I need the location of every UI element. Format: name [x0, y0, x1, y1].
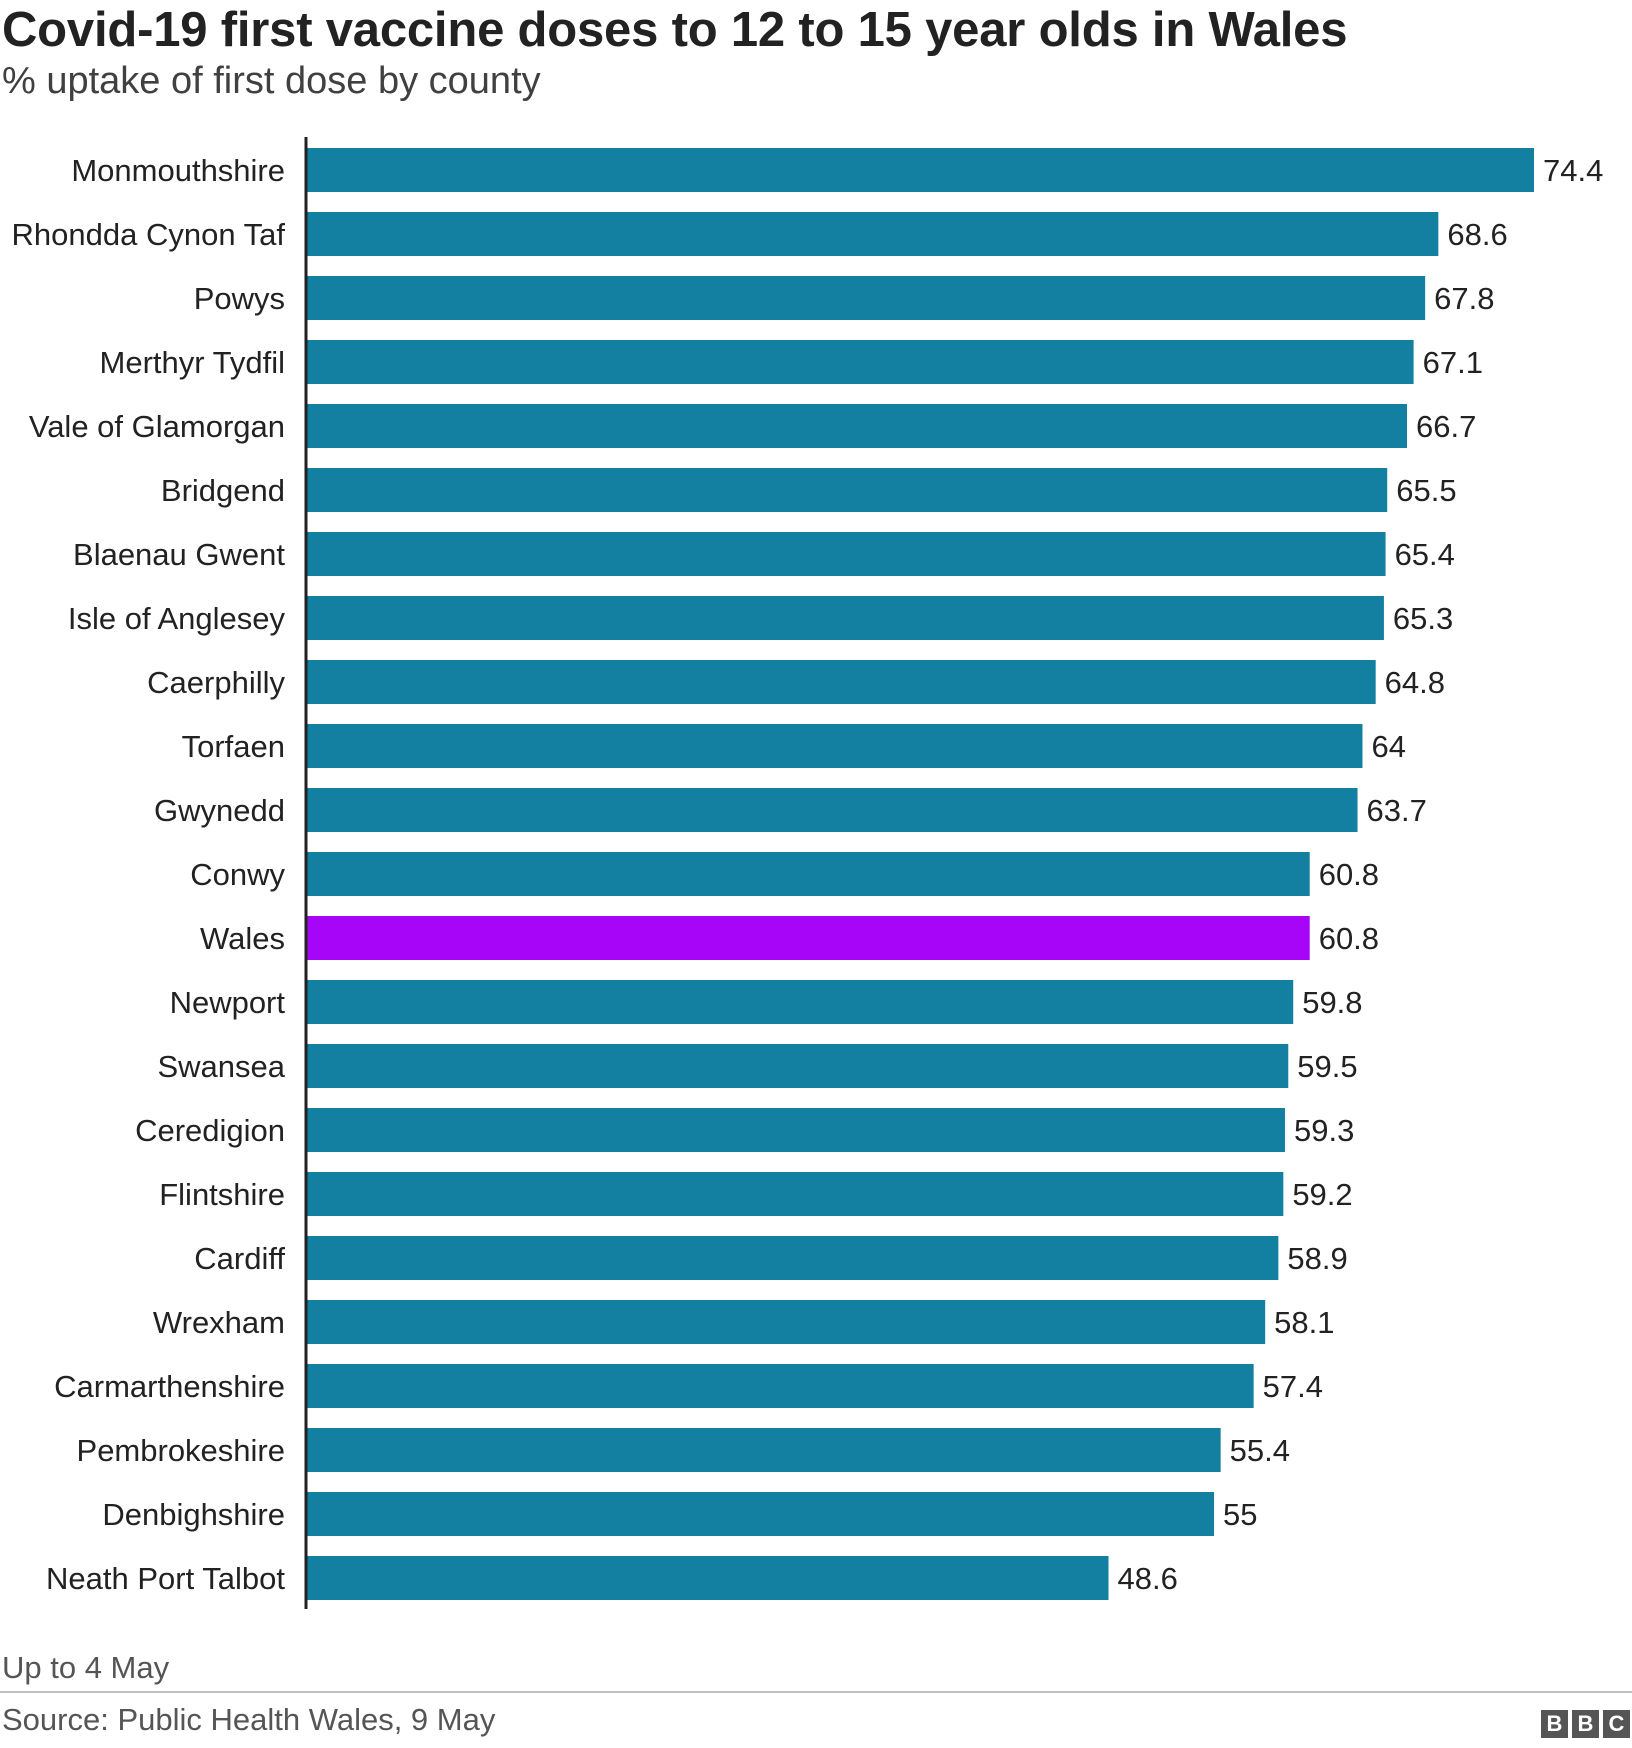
category-label-swansea: Swansea [157, 1049, 285, 1084]
value-label-wrexham: 58.1 [1274, 1305, 1334, 1340]
category-label-flintshire: Flintshire [159, 1177, 285, 1212]
value-label-blaenau-gwent: 65.4 [1395, 537, 1455, 572]
category-label-cardiff: Cardiff [194, 1241, 285, 1276]
bar-conwy [307, 852, 1310, 896]
bar-pembrokeshire [307, 1428, 1221, 1472]
bar-vale-of-glamorgan [307, 404, 1408, 448]
category-label-gwynedd: Gwynedd [154, 793, 285, 828]
value-label-torfaen: 64 [1371, 729, 1405, 764]
bar-carmarthenshire [307, 1364, 1254, 1408]
category-label-rhondda-cynon-taf: Rhondda Cynon Taf [12, 217, 286, 252]
value-label-flintshire: 59.2 [1292, 1177, 1352, 1212]
footer-divider [0, 1691, 1632, 1693]
category-label-isle-of-anglesey: Isle of Anglesey [68, 601, 286, 636]
category-label-neath-port-talbot: Neath Port Talbot [46, 1561, 285, 1596]
source-text: Source: Public Health Wales, 9 May [2, 1702, 496, 1737]
value-label-rhondda-cynon-taf: 68.6 [1447, 217, 1507, 252]
value-label-vale-of-glamorgan: 66.7 [1416, 409, 1476, 444]
category-label-monmouthshire: Monmouthshire [71, 153, 285, 188]
bar-monmouthshire [307, 148, 1534, 192]
bar-isle-of-anglesey [307, 596, 1384, 640]
bar-torfaen [307, 724, 1363, 768]
value-label-caerphilly: 64.8 [1385, 665, 1445, 700]
category-label-carmarthenshire: Carmarthenshire [54, 1369, 285, 1404]
category-label-caerphilly: Caerphilly [147, 665, 285, 700]
chart-title: Covid-19 first vaccine doses to 12 to 15… [2, 3, 1348, 57]
value-label-monmouthshire: 74.4 [1543, 153, 1603, 188]
value-label-carmarthenshire: 57.4 [1263, 1369, 1323, 1404]
category-label-newport: Newport [170, 985, 286, 1020]
value-label-neath-port-talbot: 48.6 [1118, 1561, 1178, 1596]
category-label-bridgend: Bridgend [161, 473, 285, 508]
value-label-pembrokeshire: 55.4 [1230, 1433, 1290, 1468]
bar-swansea [307, 1044, 1289, 1088]
date-note: Up to 4 May [2, 1650, 170, 1685]
category-labels: Monmouthshire Rhondda Cynon Taf Powys Merth… [12, 153, 286, 1596]
value-label-conwy: 60.8 [1319, 857, 1379, 892]
value-label-swansea: 59.5 [1297, 1049, 1357, 1084]
category-label-torfaen: Torfaen [182, 729, 285, 764]
category-label-wrexham: Wrexham [153, 1305, 285, 1340]
bars-group [307, 148, 1534, 1600]
value-labels: 74.4 68.6 67.8 67.1 66.7 65.5 65.4 65.3 64.8 64 63… [1118, 153, 1604, 1596]
bar-powys [307, 276, 1426, 320]
bar-bridgend [307, 468, 1388, 512]
category-label-conwy: Conwy [190, 857, 285, 892]
bbc-logo-block-c: C [1603, 1710, 1630, 1738]
bbc-logo: B B C [1541, 1710, 1630, 1738]
value-label-merthyr-tydfil: 67.1 [1423, 345, 1483, 380]
value-label-gwynedd: 63.7 [1367, 793, 1427, 828]
value-label-isle-of-anglesey: 65.3 [1393, 601, 1453, 636]
value-label-newport: 59.8 [1302, 985, 1362, 1020]
value-label-cardiff: 58.9 [1287, 1241, 1347, 1276]
bar-caerphilly [307, 660, 1376, 704]
bar-wrexham [307, 1300, 1266, 1344]
category-label-powys: Powys [194, 281, 285, 316]
category-label-merthyr-tydfil: Merthyr Tydfil [100, 345, 285, 380]
bar-gwynedd [307, 788, 1358, 832]
category-label-denbighshire: Denbighshire [102, 1497, 285, 1532]
bar-cardiff [307, 1236, 1279, 1280]
bar-flintshire [307, 1172, 1284, 1216]
bar-ceredigion [307, 1108, 1285, 1152]
bbc-logo-block-b2: B [1572, 1710, 1599, 1738]
category-label-wales: Wales [200, 921, 285, 956]
category-label-pembrokeshire: Pembrokeshire [77, 1433, 285, 1468]
bar-blaenau-gwent [307, 532, 1386, 576]
bar-wales [307, 916, 1310, 960]
bbc-logo-block-b1: B [1541, 1710, 1568, 1738]
value-label-powys: 67.8 [1434, 281, 1494, 316]
bar-rhondda-cynon-taf [307, 212, 1439, 256]
bar-chart: Monmouthshire Rhondda Cynon Taf Powys Merth… [12, 137, 1604, 1609]
category-label-ceredigion: Ceredigion [135, 1113, 285, 1148]
value-label-bridgend: 65.5 [1396, 473, 1456, 508]
bar-denbighshire [307, 1492, 1215, 1536]
category-label-vale-of-glamorgan: Vale of Glamorgan [29, 409, 285, 444]
value-label-wales: 60.8 [1319, 921, 1379, 956]
bar-merthyr-tydfil [307, 340, 1414, 384]
chart-subtitle: % uptake of first dose by county [2, 60, 541, 102]
category-label-blaenau-gwent: Blaenau Gwent [73, 537, 285, 572]
value-label-ceredigion: 59.3 [1294, 1113, 1354, 1148]
bar-newport [307, 980, 1294, 1024]
bar-neath-port-talbot [307, 1556, 1109, 1600]
value-label-denbighshire: 55 [1223, 1497, 1257, 1532]
